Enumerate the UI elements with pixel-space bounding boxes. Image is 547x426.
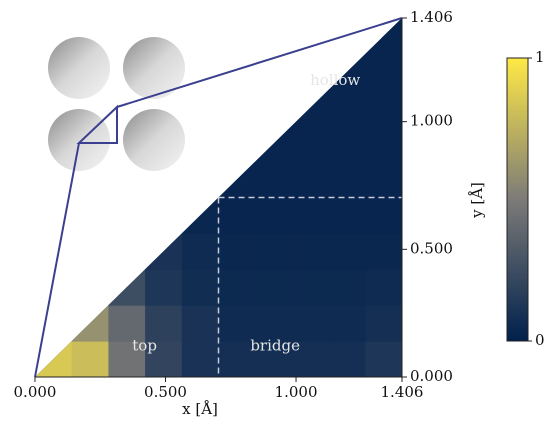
heat-cell xyxy=(328,341,366,377)
heat-cell xyxy=(108,305,146,342)
heat-cell xyxy=(365,269,402,306)
heat-cell xyxy=(291,89,330,127)
heat-cell xyxy=(365,53,402,91)
heat-cell xyxy=(365,125,402,163)
heat-cell xyxy=(328,89,366,127)
heat-cell xyxy=(218,269,256,306)
heat-cell xyxy=(365,305,402,342)
heat-cell xyxy=(181,305,219,342)
heat-cell xyxy=(181,197,219,234)
heat-cell xyxy=(108,269,146,306)
heat-cell xyxy=(291,341,330,377)
heat-cell xyxy=(328,305,366,342)
heat-cell xyxy=(145,269,183,306)
x-axis-label: x [Å] xyxy=(182,400,218,418)
heat-cell xyxy=(328,161,366,198)
x-tick-label: 1.000 xyxy=(275,383,318,401)
heat-cell xyxy=(255,161,293,198)
heat-cell xyxy=(291,305,330,342)
y-tick-label: 1.000 xyxy=(410,112,453,130)
y-axis-label: y [Å] xyxy=(468,182,486,219)
heat-cell xyxy=(365,161,402,198)
annotation: top xyxy=(132,336,157,354)
heat-cell xyxy=(181,269,219,306)
heat-cell xyxy=(181,233,219,270)
heat-cell xyxy=(145,305,183,342)
colorbar-tick-label: 1 xyxy=(535,48,545,66)
heat-cell xyxy=(365,341,402,377)
heat-cell xyxy=(291,125,330,163)
heat-cell xyxy=(255,341,293,377)
lattice-icon xyxy=(34,17,403,378)
x-tick-label: 0.000 xyxy=(14,383,57,401)
heat-cell xyxy=(145,341,183,377)
colorbar-tick-label: 0 xyxy=(535,331,545,349)
heat-cell xyxy=(291,269,330,306)
heat-cell xyxy=(71,341,109,377)
heat-cell xyxy=(291,233,330,270)
heat-cell xyxy=(218,305,256,342)
heat-cell xyxy=(255,233,293,270)
y-tick-label: 1.406 xyxy=(410,8,453,26)
annotation: bridge xyxy=(250,336,300,354)
heat-cell xyxy=(255,125,293,163)
heat-cell xyxy=(218,341,256,377)
heat-cell xyxy=(365,89,402,127)
heat-cell xyxy=(71,305,109,342)
heat-cell xyxy=(365,233,402,270)
heat-cell xyxy=(181,341,219,377)
heat-cell xyxy=(255,197,293,234)
heat-cell xyxy=(218,233,256,270)
heat-cell xyxy=(218,197,256,234)
annotation: hollow xyxy=(310,71,360,89)
x-tick-label: 1.406 xyxy=(381,383,424,401)
heat-cell xyxy=(328,269,366,306)
y-tick-label: 0.500 xyxy=(410,239,453,257)
heat-cell xyxy=(255,269,293,306)
heat-cell xyxy=(328,197,366,234)
colorbar xyxy=(506,57,529,342)
heat-cell xyxy=(291,197,330,234)
heat-cell xyxy=(328,125,366,163)
heat-cell xyxy=(365,197,402,234)
heat-cell xyxy=(291,161,330,198)
heat-cell xyxy=(328,233,366,270)
heat-cell xyxy=(218,161,256,198)
heat-cell xyxy=(255,305,293,342)
heat-cell xyxy=(108,341,146,377)
x-tick-label: 0.500 xyxy=(144,383,187,401)
heat-cell xyxy=(145,233,183,270)
y-tick-label: 0.000 xyxy=(410,367,453,385)
